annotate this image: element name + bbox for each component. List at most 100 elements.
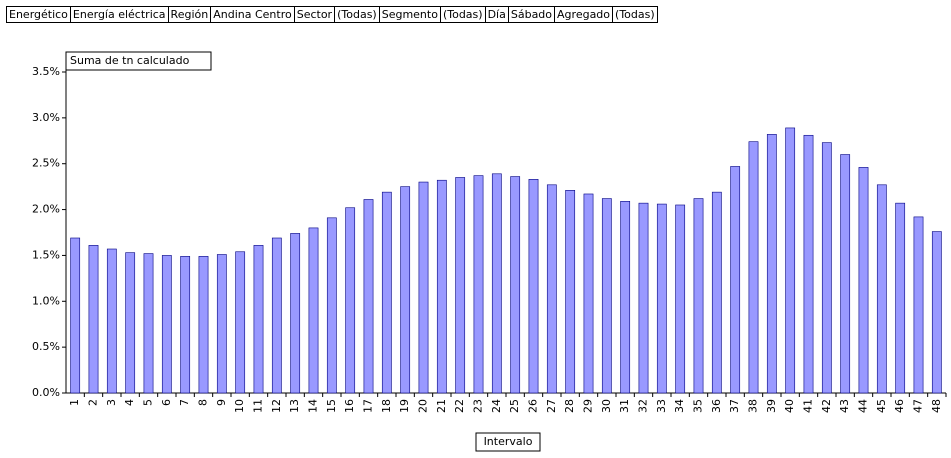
x-tick-label: 19 [398,399,411,413]
bar [785,127,796,394]
x-tick-label: 4 [123,399,136,406]
y-tick-label: 0.0% [32,386,60,399]
x-tick-label: 12 [270,399,283,413]
bar [675,204,686,394]
x-tick-label: 22 [453,399,466,413]
x-tick-label: 6 [160,399,173,406]
x-tick-label: 46 [893,399,906,413]
x-tick-label: 42 [820,399,833,413]
x-tick-label: 18 [380,399,393,413]
bar [436,179,447,394]
bar [766,134,777,394]
bar [70,237,81,394]
bar [803,134,814,394]
bar [143,253,154,394]
bar [620,201,631,394]
bar [418,181,429,394]
bar [583,193,594,394]
x-tick-label: 9 [215,399,228,406]
bar [455,177,466,394]
filter-bar: Energético Energía eléctrica Región Andina … [6,6,658,23]
bar [491,173,502,394]
x-tick-label: 13 [288,399,301,413]
bar [180,256,191,394]
x-tick-label: 29 [582,399,595,413]
bar [638,202,649,394]
bar [748,141,759,394]
x-tick-label: 25 [508,399,521,413]
x-tick-label: 1 [68,399,81,406]
bar [601,198,612,394]
bar [730,166,741,394]
bar [931,231,942,394]
x-tick-label: 35 [692,399,705,413]
y-tick-label: 2.0% [32,203,60,216]
x-tick-label: 15 [325,399,338,413]
bar [895,202,906,394]
bar [840,154,851,394]
x-tick-label: 32 [637,399,650,413]
x-tick-label: 45 [875,399,888,413]
x-axis-label: Intervalo [484,435,533,448]
bar [308,227,319,394]
bar [198,256,209,394]
bar [216,254,227,394]
series-label-box [65,51,212,71]
bar [363,199,374,394]
bar [235,251,246,394]
bar [106,248,117,394]
x-label-box [475,432,541,452]
x-tick-label: 36 [710,399,723,413]
y-tick-label: 1.0% [32,294,60,307]
x-tick-label: 11 [252,399,265,413]
bar [913,216,924,394]
bar [271,237,282,394]
bar [253,245,264,394]
bar [125,252,136,394]
bar [510,176,521,394]
series-label: Suma de tn calculado [70,54,190,67]
x-tick-label: 7 [178,399,191,406]
bar [656,203,667,394]
x-tick-label: 38 [747,399,760,413]
x-tick-label: 31 [618,399,631,413]
x-tick-label: 17 [362,399,375,413]
x-tick-label: 26 [527,399,540,413]
x-tick-label: 41 [802,399,815,413]
x-tick-label: 21 [435,399,448,413]
x-tick-label: 39 [765,399,778,413]
x-tick-label: 34 [673,399,686,413]
filter-value[interactable]: (Todas) [612,6,658,23]
bar [693,198,704,394]
x-tick-label: 48 [930,399,943,413]
x-tick-label: 23 [472,399,485,413]
bar [345,207,356,394]
x-tick-label: 28 [563,399,576,413]
x-tick-label: 44 [857,399,870,413]
y-tick-label: 0.5% [32,340,60,353]
bar [473,175,484,394]
x-tick-label: 5 [142,399,155,406]
x-tick-label: 27 [545,399,558,413]
x-tick-label: 37 [728,399,741,413]
bar [528,179,539,394]
x-tick-label: 10 [233,399,246,413]
y-tick-label: 1.5% [32,248,60,261]
bar [876,184,887,394]
x-tick-label: 14 [307,399,320,413]
x-tick-label: 2 [87,399,100,406]
x-tick-label: 33 [655,399,668,413]
x-tick-label: 8 [197,399,210,406]
x-tick-label: 30 [600,399,613,413]
bar [88,245,99,394]
x-tick-label: 24 [490,399,503,413]
x-tick-label: 47 [912,399,925,413]
bar [711,191,722,394]
y-tick-label: 3.0% [32,111,60,124]
bar [565,190,576,394]
bar [400,186,411,394]
bar [326,217,337,394]
bar [290,233,301,394]
